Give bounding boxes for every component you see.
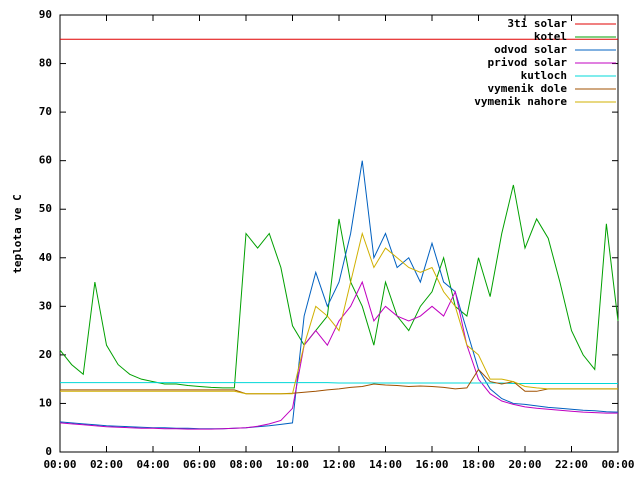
legend-label: privod solar — [488, 56, 568, 69]
series-line — [60, 368, 618, 395]
x-tick-label: 00:00 — [43, 458, 76, 471]
x-tick-label: 20:00 — [508, 458, 541, 471]
x-tick-label: 14:00 — [369, 458, 402, 471]
x-tick-label: 10:00 — [276, 458, 309, 471]
x-tick-label: 06:00 — [183, 458, 216, 471]
plot-frame — [59, 14, 619, 453]
y-tick-label: 0 — [45, 445, 52, 458]
legend-label: kutloch — [521, 69, 567, 82]
series-line — [60, 231, 618, 395]
legend-label: vymenik nahore — [474, 95, 567, 108]
y-axis-label: teplota ve C — [11, 194, 24, 273]
y-tick-label: 90 — [39, 8, 52, 21]
y-tick-label: 30 — [39, 299, 52, 312]
legend-label: 3ti solar — [507, 17, 567, 30]
series-line — [59, 280, 618, 430]
x-tick-label: 00:00 — [601, 458, 634, 471]
legend-label: vymenik dole — [488, 82, 568, 95]
y-tick-label: 80 — [39, 57, 52, 70]
x-tick-label: 18:00 — [462, 458, 495, 471]
legend-label: kotel — [534, 30, 567, 43]
y-tick-label: 70 — [39, 105, 52, 118]
y-tick-label: 50 — [39, 202, 52, 215]
y-tick-label: 10 — [39, 396, 52, 409]
x-tick-label: 08:00 — [229, 458, 262, 471]
series-line — [60, 382, 618, 385]
series-line — [59, 184, 619, 389]
x-tick-label: 12:00 — [322, 458, 355, 471]
x-tick-label: 16:00 — [415, 458, 448, 471]
x-tick-label: 22:00 — [555, 458, 588, 471]
x-tick-label: 04:00 — [136, 458, 169, 471]
x-tick-label: 02:00 — [90, 458, 123, 471]
y-tick-label: 20 — [39, 348, 52, 361]
y-tick-label: 40 — [39, 251, 52, 264]
legend-label: odvod solar — [494, 43, 567, 56]
y-tick-label: 60 — [39, 154, 52, 167]
